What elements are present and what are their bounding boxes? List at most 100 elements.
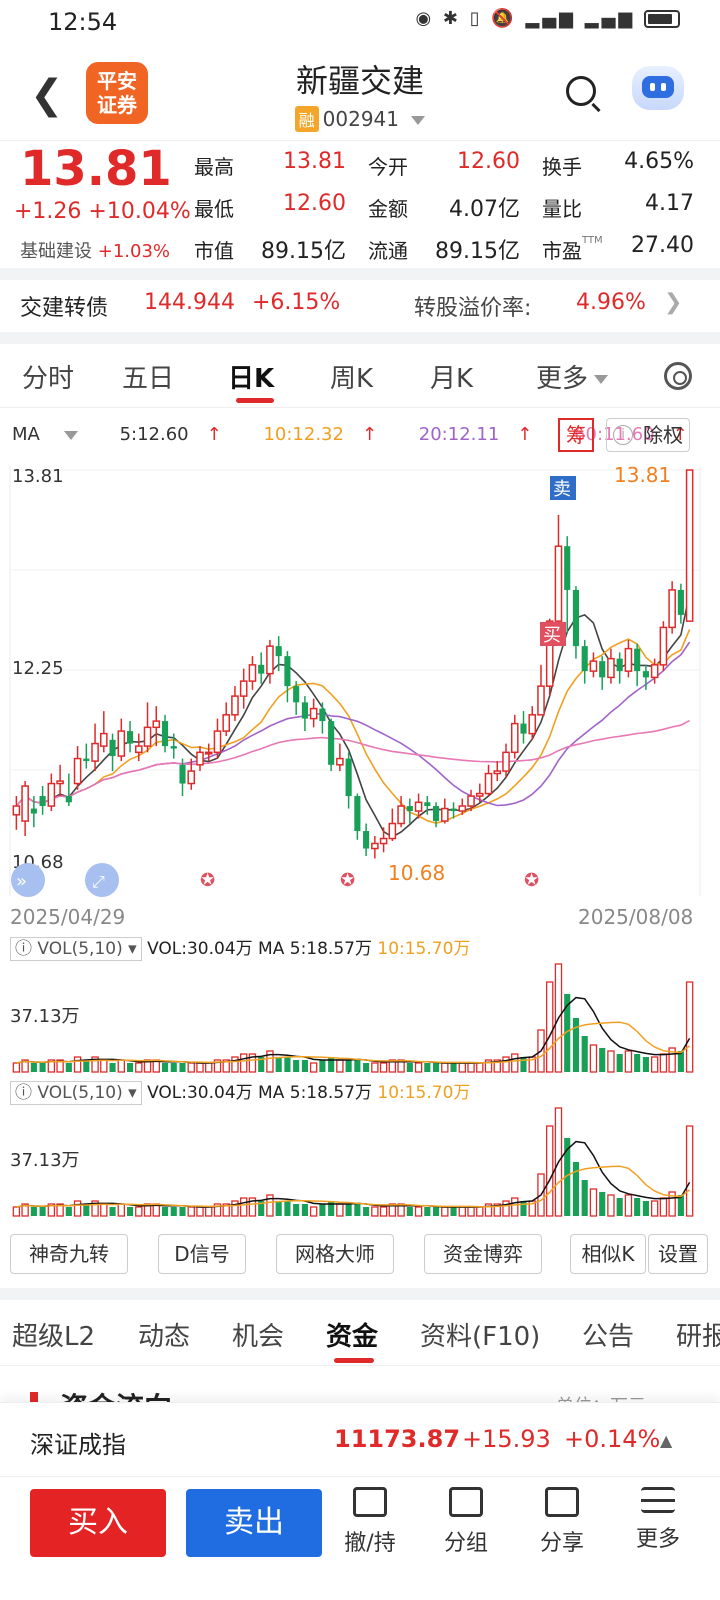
tab-intraday[interactable]: 分时 (22, 364, 75, 394)
stock-code-row[interactable]: 融 002941 (0, 106, 720, 132)
ma10-value: 10:12.32 ↑ (263, 424, 378, 445)
back-arrow-icon[interactable]: ❮ (30, 72, 64, 118)
candle-body (117, 730, 126, 757)
margin-badge: 融 (294, 106, 319, 132)
ma10-line (15, 629, 691, 825)
tab-daily-k[interactable]: 日K (228, 364, 275, 394)
volume-bar (56, 1203, 64, 1217)
similar-k-button[interactable]: 相似K (570, 1234, 646, 1274)
tab-f10[interactable]: 资料(F10) (420, 1322, 541, 1352)
tab-five-day[interactable]: 五日 (122, 364, 175, 394)
low-mark-label: 10.68 (388, 861, 445, 885)
volume-bar (607, 1050, 615, 1073)
volume-bar (511, 1197, 519, 1217)
ma-legend: MA 5:12.60 ↑ 10:12.32 ↑ 20:12.11 ↑ 60:11.60… (12, 424, 720, 445)
battery-icon (644, 10, 680, 28)
tab-more[interactable]: 更多 (536, 358, 609, 395)
tab-opportunity[interactable]: 机会 (232, 1322, 285, 1352)
index-change: +15.93 (462, 1425, 551, 1453)
field-label: 市值 (194, 239, 234, 263)
code-dropdown-icon[interactable] (411, 116, 426, 125)
candle-body (239, 680, 248, 697)
chip-distribution-button[interactable]: 筹 (558, 418, 594, 452)
trade-bar: 买入 卖出 撤/持 分组 分享 更多 (0, 1476, 720, 1600)
search-icon[interactable] (566, 76, 596, 106)
candle-body (30, 808, 37, 814)
candle-body (475, 792, 484, 797)
sector-pct: +1.03% (97, 241, 170, 262)
candle-body (309, 707, 318, 720)
nine-turn-button[interactable]: 神奇九转 (10, 1234, 128, 1274)
volume-chart[interactable]: 37.13万 (0, 960, 720, 1076)
volume-bar (336, 1059, 344, 1073)
volume-bar (520, 1057, 527, 1072)
tab-more-label: 更多 (536, 364, 589, 394)
volume-bar (634, 1054, 641, 1072)
volume-bar (371, 1062, 379, 1073)
divider (0, 268, 720, 280)
volume-bar (414, 1062, 423, 1073)
candle-body (440, 807, 449, 822)
vol-selector[interactable]: ⓘ VOL(5,10) ▾ (10, 1081, 142, 1105)
fund-game-button[interactable]: 资金博弈 (424, 1234, 542, 1274)
more-button[interactable]: 更多 (618, 1487, 698, 1553)
ex-rights-button[interactable]: i 除权 (606, 418, 690, 452)
cancel-hold-button[interactable]: 撤/持 (330, 1487, 410, 1557)
field-value: 12.60 (457, 149, 520, 174)
tab-news[interactable]: 动态 (138, 1322, 191, 1352)
action-label: 更多 (635, 1527, 680, 1552)
chart-period-tabs: 分时 五日 日K 周K 月K 更多 (0, 344, 720, 408)
ma-selector[interactable]: MA (12, 424, 96, 445)
gear-icon[interactable] (664, 362, 692, 390)
candle-body (345, 758, 352, 797)
volume-bar (39, 1063, 46, 1072)
group-button[interactable]: 分组 (426, 1487, 506, 1557)
sector-row[interactable]: 基础建设 +1.03% (20, 237, 170, 263)
pe-ttm: TTM (582, 235, 603, 246)
candle-body (284, 656, 291, 687)
volume-bar (187, 1062, 195, 1073)
broker-logo[interactable]: 平安 证券 (86, 62, 148, 124)
candle-body (248, 664, 257, 682)
candle-body (659, 626, 668, 666)
buy-button[interactable]: 买入 (30, 1489, 166, 1557)
candle-body (39, 796, 46, 807)
tab-weekly-k[interactable]: 周K (330, 364, 374, 394)
candle-body (152, 720, 161, 729)
tab-monthly-k[interactable]: 月K (430, 364, 474, 394)
tab-announcements[interactable]: 公告 (582, 1322, 635, 1352)
convertible-bond-row[interactable]: 交建转债 144.944 +6.15% 转股溢价率: 4.96% ❯ (0, 276, 720, 332)
volume-bar (179, 1063, 186, 1072)
settings-button[interactable]: 设置 (648, 1234, 708, 1274)
tab-research[interactable]: 研报 (676, 1322, 720, 1352)
volume-bar (414, 1206, 423, 1217)
chevron-up-icon[interactable]: ▲ (660, 1431, 673, 1450)
chevron-right-icon[interactable]: ❯ (664, 290, 683, 315)
tab-super-l2[interactable]: 超级L2 (12, 1322, 96, 1352)
volume-bar (502, 1056, 510, 1073)
volume-bar (73, 1056, 82, 1073)
candle-body (336, 757, 344, 766)
ma20-text: 20:12.11 (418, 424, 500, 445)
volume-bar (433, 1063, 440, 1072)
y-max-label: 13.81 (12, 466, 64, 487)
grid-master-button[interactable]: 网格大师 (276, 1234, 394, 1274)
index-ticker[interactable]: 深证成指 11173.87 +15.93 +0.14% ▲ (0, 1402, 720, 1476)
volume-chart-2[interactable]: 37.13万 (0, 1104, 720, 1220)
robot-assistant-icon[interactable] (632, 66, 684, 110)
sell-button[interactable]: 卖出 (186, 1489, 322, 1557)
volume-bar (109, 1207, 116, 1216)
share-button[interactable]: 分享 (522, 1487, 602, 1557)
candle-body (301, 702, 308, 719)
volume-bar (458, 1062, 467, 1073)
tab-funds[interactable]: 资金 (326, 1322, 379, 1352)
vol-selector[interactable]: ⓘ VOL(5,10) ▾ (10, 937, 142, 961)
d-signal-button[interactable]: D信号 (158, 1234, 246, 1274)
candle-body (371, 842, 379, 850)
volume-bar (354, 1060, 361, 1072)
candlestick-chart[interactable]: 13.81 12.25 10.68 卖 买 13.81 10.68 » ⤢ ✪ … (0, 456, 720, 936)
volume-bar (231, 1200, 239, 1217)
field-label: 量比 (542, 197, 582, 221)
indicator-buttons: 神奇九转 D信号 网格大师 资金博弈 相似K 设置 (0, 1234, 720, 1278)
candle-body (677, 589, 684, 615)
